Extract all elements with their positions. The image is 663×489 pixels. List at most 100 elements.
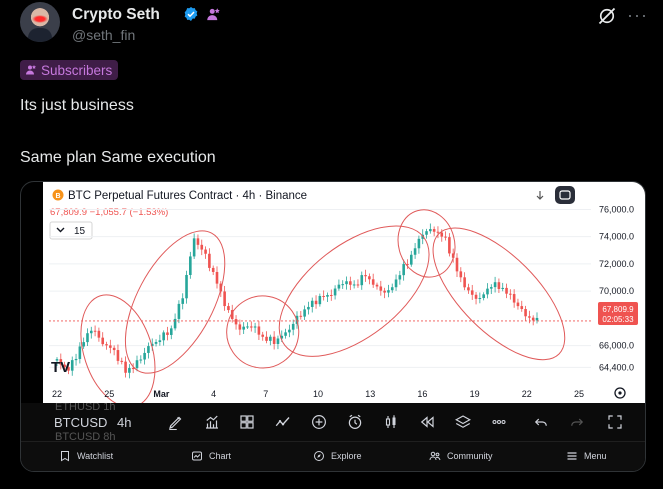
candle-body — [147, 346, 150, 353]
candle-body — [299, 315, 303, 317]
candle-body — [463, 277, 466, 288]
candle-body — [444, 236, 447, 238]
candle-body — [128, 368, 131, 373]
candle-body — [158, 340, 162, 343]
candle-body — [436, 231, 440, 233]
bar-countdown: 02:05:33 — [602, 315, 634, 324]
more-icon[interactable] — [490, 413, 508, 431]
x-tick-label: 22 — [522, 389, 532, 399]
chevron-down-icon — [56, 227, 65, 233]
candle-body — [169, 328, 173, 335]
candle-body — [417, 238, 421, 249]
candle-body — [173, 318, 177, 329]
symbol-selector[interactable]: ETHUSD 1h BTCUSD BTCUSD 8h — [47, 403, 147, 441]
more-options-icon[interactable]: ··· — [627, 5, 648, 25]
tab-menu[interactable]: Menu — [566, 450, 607, 462]
candle-body — [364, 275, 367, 277]
candle-body — [432, 229, 436, 232]
post-header: Crypto Seth @seth_fin ··· — [20, 2, 650, 46]
screenshot-button[interactable] — [555, 186, 575, 204]
tab-watchlist-label: Watchlist — [77, 451, 114, 461]
tab-explore[interactable]: Explore — [313, 450, 362, 462]
candle-body — [124, 361, 127, 373]
candle-body — [196, 238, 200, 245]
annotation-ellipse-bottom — [80, 294, 156, 403]
settings-icon[interactable] — [614, 387, 626, 399]
price-chart[interactable]: B BTC Perpetual Futures Contract · 4h · … — [43, 182, 645, 403]
candle-body — [200, 244, 204, 250]
download-icon[interactable] — [536, 191, 544, 200]
candle-body — [318, 295, 322, 305]
candle-body — [208, 253, 211, 268]
candle-body — [509, 293, 512, 295]
symbol-label[interactable]: BTCUSD — [54, 415, 108, 430]
candle-body — [383, 290, 386, 293]
candle-body — [535, 317, 539, 321]
candle-body — [375, 284, 379, 287]
fullscreen-icon[interactable] — [606, 413, 624, 431]
candle-body — [234, 319, 238, 325]
post-media[interactable]: B BTC Perpetual Futures Contract · 4h · … — [20, 181, 646, 472]
annotation-ellipse-decline — [432, 227, 566, 361]
menu-icon — [567, 452, 577, 460]
candle-body — [497, 282, 501, 289]
redo-icon[interactable] — [568, 413, 586, 431]
interval-label[interactable]: 4h — [117, 415, 132, 430]
candle-body — [349, 281, 352, 285]
subscribers-badge[interactable]: Subscribers — [20, 60, 119, 80]
undo-icon[interactable] — [532, 413, 550, 431]
tab-community[interactable]: Community — [429, 450, 493, 462]
candle-body — [501, 287, 505, 289]
candle-body — [284, 332, 287, 336]
author-handle[interactable]: @seth_fin — [72, 27, 136, 43]
candle-body — [371, 279, 375, 285]
chart-area[interactable]: B BTC Perpetual Futures Contract · 4h · … — [43, 182, 645, 403]
candle-body — [112, 347, 116, 351]
symbol-ghost-top: ETHUSD 1h — [55, 403, 116, 413]
grok-icon[interactable] — [597, 6, 617, 26]
candle-body — [402, 264, 405, 276]
candle-body — [150, 343, 154, 347]
tab-watchlist[interactable]: Watchlist — [59, 450, 113, 462]
candle-body — [470, 290, 474, 295]
candle-body — [204, 249, 207, 254]
draw-icon[interactable] — [167, 413, 185, 431]
compare-icon[interactable] — [274, 413, 292, 431]
add-icon[interactable] — [310, 413, 328, 431]
candle-body — [474, 294, 478, 299]
candle-body — [520, 306, 524, 310]
candle-body — [387, 290, 390, 293]
y-tick-label: 66,000.0 — [599, 341, 634, 351]
candle-body — [249, 326, 253, 328]
layouts-icon[interactable] — [238, 413, 256, 431]
candle-body — [425, 231, 428, 235]
candle-body — [406, 264, 409, 266]
candle-body — [280, 335, 284, 339]
x-tick-label: 25 — [104, 389, 114, 399]
candle-body — [337, 284, 341, 289]
candle-body — [314, 300, 318, 305]
replay-icon[interactable] — [418, 413, 436, 431]
candle-body — [455, 257, 459, 272]
alert-icon[interactable] — [346, 413, 364, 431]
candles-icon[interactable] — [382, 413, 400, 431]
candle-body — [215, 271, 219, 284]
chart-icon — [192, 451, 202, 461]
candle-body — [269, 336, 272, 341]
author-name[interactable]: Crypto Seth — [72, 6, 160, 23]
indicators-icon[interactable] — [203, 413, 221, 431]
candle-body — [352, 284, 356, 286]
layers-icon[interactable] — [454, 413, 472, 431]
candle-body — [394, 279, 398, 288]
interval-chip[interactable] — [49, 221, 93, 240]
candle-body — [89, 330, 93, 334]
candle-body — [448, 237, 451, 254]
chart-title[interactable]: BTC Perpetual Futures Contract · 4h · Bi… — [68, 190, 307, 202]
last-price-value: 67,809.9 — [602, 305, 634, 314]
annotation-ellipse-rally — [124, 230, 226, 374]
x-tick-label: Mar — [153, 389, 170, 399]
avatar[interactable] — [20, 2, 60, 42]
x-tick-label: 7 — [263, 389, 268, 399]
y-tick-label: 70,000.0 — [599, 286, 634, 296]
tab-chart[interactable]: Chart — [191, 450, 231, 462]
